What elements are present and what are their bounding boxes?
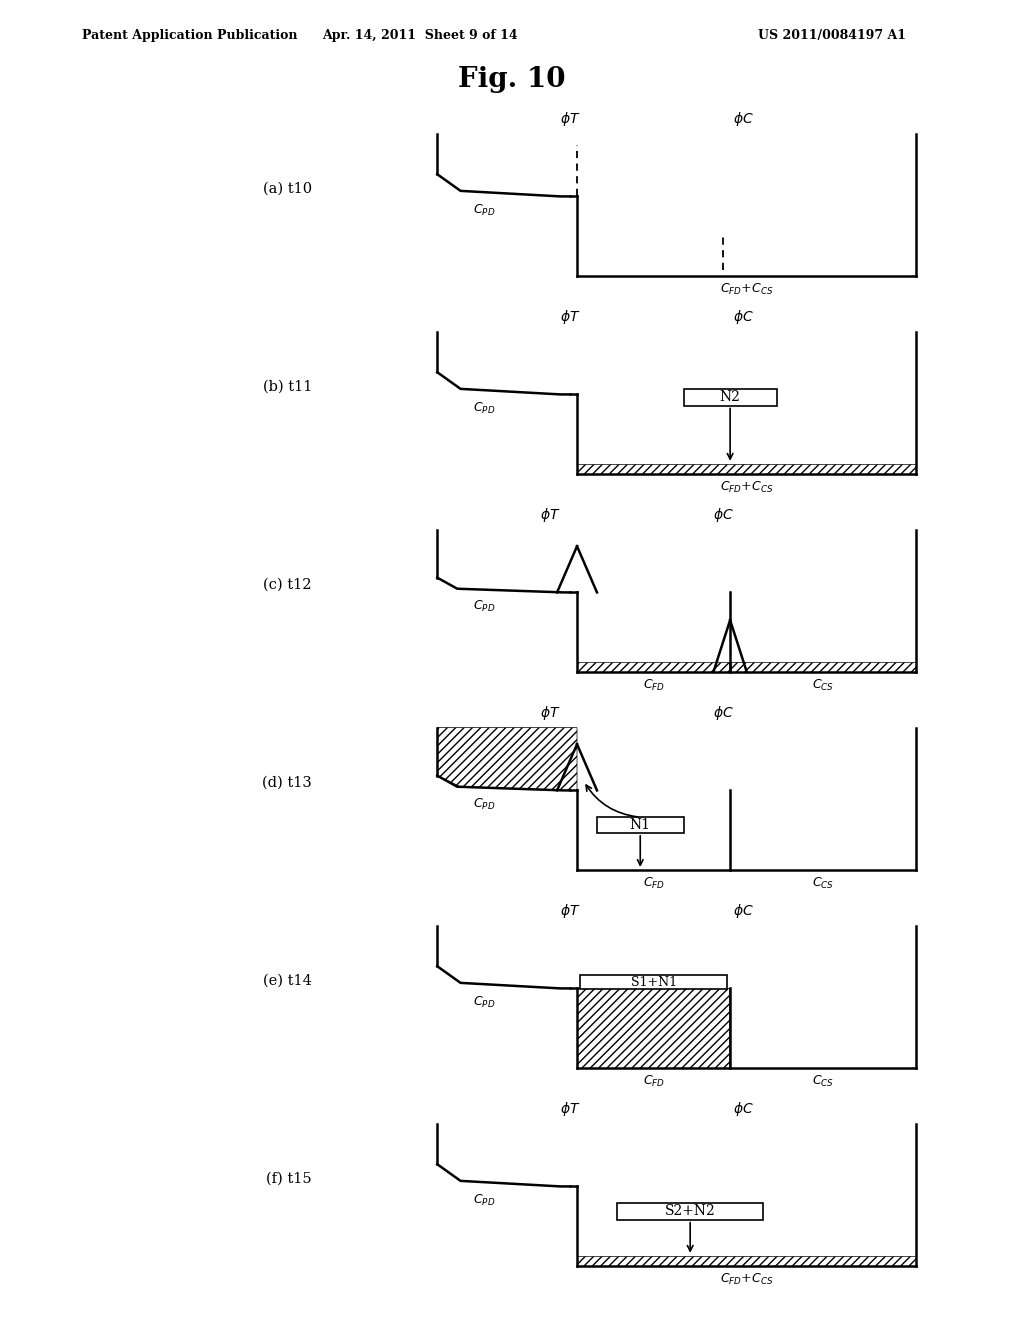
- Text: $\phi T$: $\phi T$: [540, 704, 561, 722]
- Text: $C_{PD}$: $C_{PD}$: [473, 995, 495, 1010]
- Text: $\phi C$: $\phi C$: [713, 704, 734, 722]
- Bar: [577, 1255, 916, 1266]
- Text: US 2011/0084197 A1: US 2011/0084197 A1: [758, 29, 906, 42]
- Text: $C_{PD}$: $C_{PD}$: [473, 401, 495, 416]
- Text: Fig. 10: Fig. 10: [459, 66, 565, 92]
- Bar: [731, 661, 916, 672]
- Text: $C_{PD}$: $C_{PD}$: [473, 599, 495, 614]
- Text: (c) t12: (c) t12: [263, 578, 312, 593]
- Bar: [616, 1203, 763, 1220]
- Bar: [581, 975, 727, 990]
- Text: $\phi T$: $\phi T$: [540, 506, 561, 524]
- Text: $C_{FD}$+$C_{CS}$: $C_{FD}$+$C_{CS}$: [720, 480, 773, 495]
- Text: $\phi C$: $\phi C$: [733, 902, 754, 920]
- Text: $C_{PD}$: $C_{PD}$: [473, 797, 495, 812]
- Text: $\phi T$: $\phi T$: [560, 308, 581, 326]
- Text: Patent Application Publication: Patent Application Publication: [82, 29, 297, 42]
- Text: (b) t11: (b) t11: [262, 380, 312, 395]
- Text: Apr. 14, 2011  Sheet 9 of 14: Apr. 14, 2011 Sheet 9 of 14: [322, 29, 518, 42]
- Text: (d) t13: (d) t13: [262, 776, 312, 791]
- Bar: [597, 817, 684, 833]
- Text: $C_{PD}$: $C_{PD}$: [473, 1193, 495, 1208]
- Text: (e) t14: (e) t14: [263, 974, 312, 989]
- Text: $C_{CS}$: $C_{CS}$: [812, 678, 835, 693]
- Bar: [577, 463, 916, 474]
- Text: $C_{PD}$: $C_{PD}$: [473, 203, 495, 218]
- Bar: [577, 661, 729, 672]
- Text: S2+N2: S2+N2: [665, 1204, 716, 1218]
- Text: $C_{FD}$: $C_{FD}$: [642, 1074, 665, 1089]
- Text: $\phi T$: $\phi T$: [560, 902, 581, 920]
- Text: $C_{FD}$: $C_{FD}$: [642, 876, 665, 891]
- Text: $\phi C$: $\phi C$: [733, 110, 754, 128]
- Text: $\phi C$: $\phi C$: [733, 308, 754, 326]
- Text: $\phi T$: $\phi T$: [560, 1100, 581, 1118]
- Text: $C_{FD}$+$C_{CS}$: $C_{FD}$+$C_{CS}$: [720, 1272, 773, 1287]
- Text: N1: N1: [630, 818, 651, 832]
- Text: (f) t15: (f) t15: [266, 1172, 312, 1187]
- Bar: [577, 989, 729, 1068]
- Text: $\phi C$: $\phi C$: [733, 1100, 754, 1118]
- Text: $\phi C$: $\phi C$: [713, 506, 734, 524]
- Text: $C_{CS}$: $C_{CS}$: [812, 1074, 835, 1089]
- Text: (a) t10: (a) t10: [263, 182, 312, 197]
- Text: $C_{FD}$: $C_{FD}$: [642, 678, 665, 693]
- Text: $C_{CS}$: $C_{CS}$: [812, 876, 835, 891]
- Bar: [684, 389, 776, 405]
- Text: $\phi T$: $\phi T$: [560, 110, 581, 128]
- Text: S1+N1: S1+N1: [631, 975, 677, 989]
- Text: N2: N2: [720, 391, 740, 404]
- Text: $C_{FD}$+$C_{CS}$: $C_{FD}$+$C_{CS}$: [720, 282, 773, 297]
